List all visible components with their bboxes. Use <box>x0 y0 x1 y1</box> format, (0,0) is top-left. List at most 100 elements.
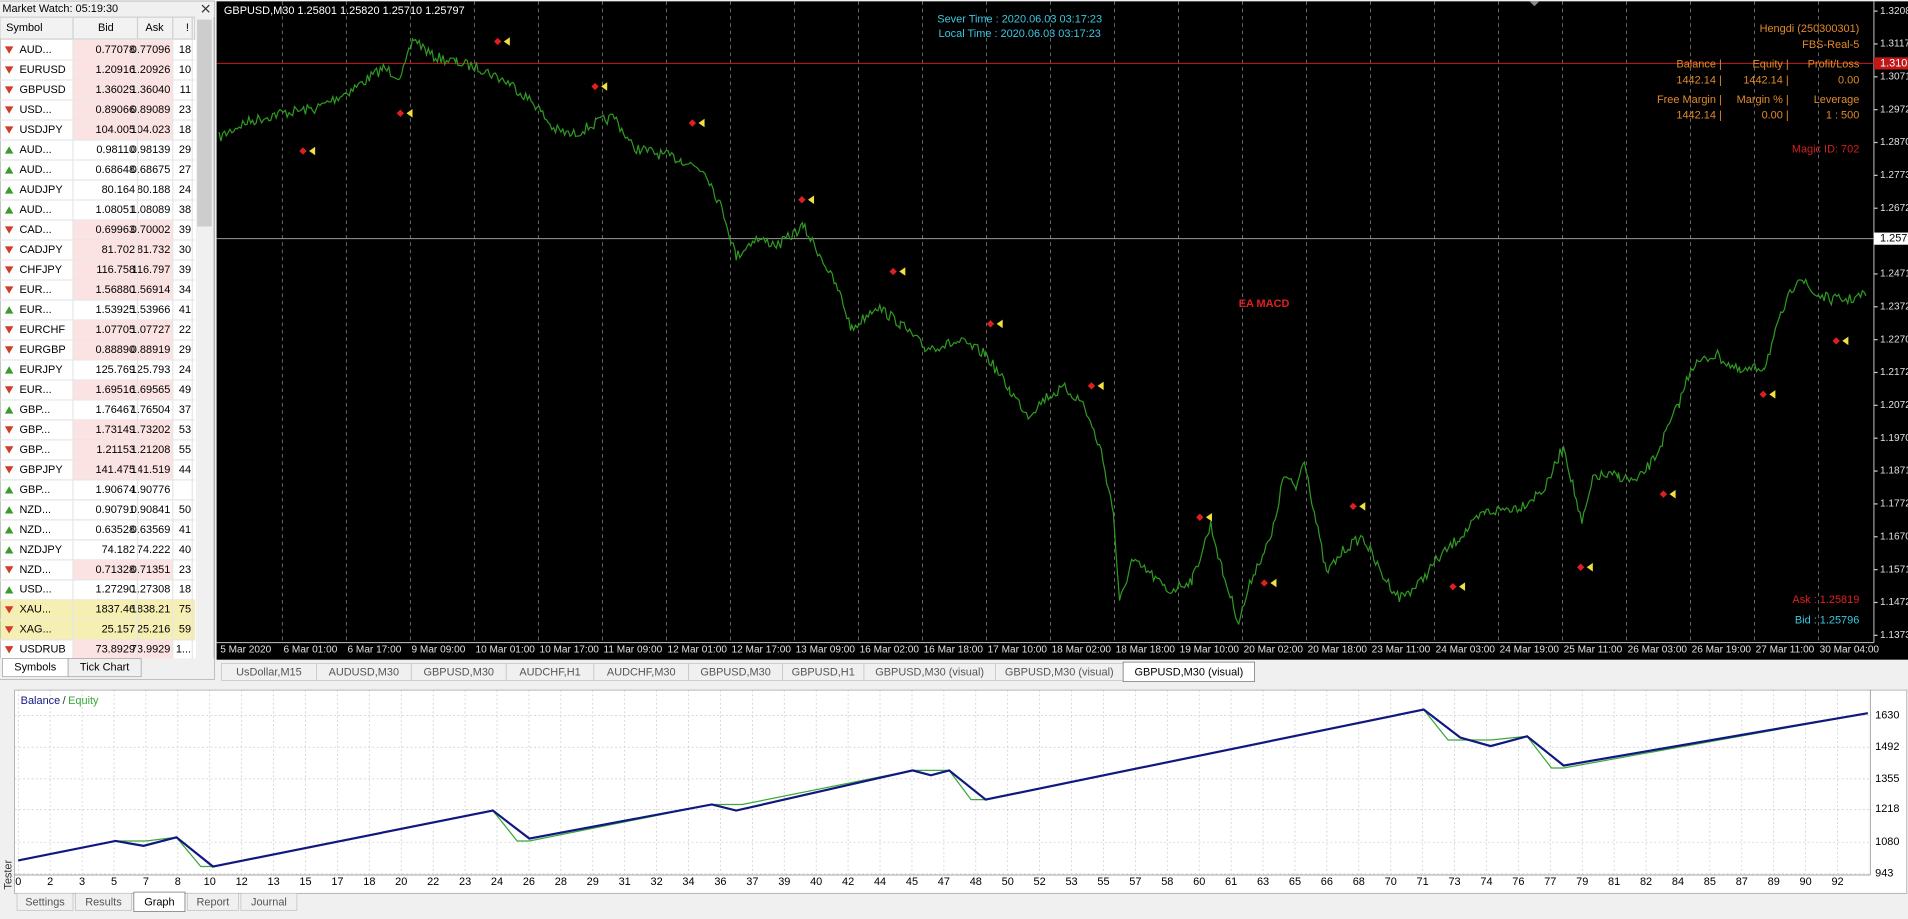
symbol[interactable]: EURCHF <box>19 324 65 336</box>
close-button[interactable] <box>201 4 210 13</box>
time-label: 24 Mar 19:00 <box>1500 645 1560 656</box>
spread: 18 <box>179 44 191 56</box>
symbol[interactable]: CADJPY <box>19 244 63 256</box>
symbol[interactable]: XAU... <box>19 604 51 616</box>
ask: 1.90776 <box>131 484 171 496</box>
symbol[interactable]: GBPJPY <box>19 464 63 476</box>
tab[interactable] <box>67 658 142 678</box>
trade-marker <box>494 37 502 46</box>
symbol[interactable]: AUDJPY <box>19 184 63 196</box>
cell-highlight <box>73 80 173 101</box>
chart-tab-label[interactable]: GBPUSD,M30 (visual) <box>1005 666 1114 678</box>
chart-tab[interactable] <box>1122 661 1255 682</box>
symbol[interactable]: EUR... <box>19 384 51 396</box>
tester-tab[interactable] <box>240 892 298 911</box>
time-label: 26 Mar 19:00 <box>1692 645 1752 656</box>
symbol[interactable]: GBP... <box>19 444 50 456</box>
chart-tab-label[interactable]: GBPUSD,M30 <box>700 666 771 678</box>
time-label: 10 Mar 01:00 <box>476 645 536 656</box>
cell-highlight <box>73 120 173 141</box>
bid: 80.164 <box>102 184 135 196</box>
chart-tab-label[interactable]: GBPUSD,M30 <box>423 666 494 678</box>
chart-tab-label[interactable]: GBPUSD,M30 (visual) <box>875 666 984 678</box>
graph-x-label: 87 <box>1736 876 1748 888</box>
symbol[interactable]: USDJPY <box>19 124 63 136</box>
symbol[interactable]: EURJPY <box>19 364 63 376</box>
tester-tab[interactable] <box>16 892 74 911</box>
symbol[interactable]: AUD... <box>19 204 51 216</box>
cell-highlight <box>73 259 173 280</box>
graph-x-label: 52 <box>1034 876 1046 888</box>
account-values: 1442.14 | <box>1743 74 1788 86</box>
chart-tab-label[interactable]: AUDCHF,M30 <box>607 666 676 678</box>
ask: 1.21208 <box>131 444 171 456</box>
down-icon <box>4 86 14 94</box>
symbol[interactable]: NZD... <box>19 564 51 576</box>
symbol[interactable]: NZD... <box>19 504 51 516</box>
trade-arrow <box>1458 582 1466 591</box>
spread: 30 <box>179 244 191 256</box>
cell-highlight <box>73 439 173 460</box>
trade-marker <box>1449 583 1457 591</box>
spread: 39 <box>179 224 191 236</box>
graph-x-label: 68 <box>1353 876 1365 888</box>
symbol[interactable]: GBP... <box>19 404 50 416</box>
symbol[interactable]: EURGBP <box>19 344 65 356</box>
tester-tab[interactable] <box>133 891 186 912</box>
symbol[interactable]: GBPUSD <box>19 84 65 96</box>
trade-arrow <box>807 195 815 204</box>
graph-y-label: 1630 <box>1875 710 1899 722</box>
symbol[interactable]: CHFJPY <box>19 264 62 276</box>
chart-tab-label[interactable]: UsDollar,M15 <box>236 666 302 678</box>
scrollbar-thumb[interactable] <box>197 19 212 227</box>
symbol[interactable]: AUD... <box>19 164 51 176</box>
graph-x-label: 31 <box>619 876 631 888</box>
time-label: 10 Mar 17:00 <box>540 645 600 656</box>
down-icon <box>4 246 14 254</box>
chart-tab-label[interactable]: GBPUSD,H1 <box>792 666 855 678</box>
symbol[interactable]: USD... <box>19 584 51 596</box>
symbol[interactable]: GBP... <box>19 484 50 496</box>
spread: 49 <box>179 384 191 396</box>
graph-x-label: 34 <box>682 876 694 888</box>
symbol[interactable]: EUR... <box>19 284 51 296</box>
tester-tab-label[interactable]: Results <box>85 896 122 908</box>
chart-tab-label[interactable]: AUDCHF,H1 <box>519 666 580 678</box>
tester-tab[interactable] <box>75 892 132 911</box>
symbol[interactable]: CAD... <box>19 224 51 236</box>
symbol[interactable]: XAG... <box>19 624 51 636</box>
down-icon <box>4 606 14 614</box>
symbol[interactable]: NZDJPY <box>19 544 62 556</box>
time-label: 30 Mar 04:00 <box>1820 645 1880 656</box>
graph-x-label: 22 <box>427 876 439 888</box>
symbol[interactable]: AUD... <box>19 144 51 156</box>
graph-x-label: 76 <box>1512 876 1524 888</box>
tester-tab-label[interactable]: Settings <box>25 896 65 908</box>
spread: 10 <box>179 64 191 76</box>
tester-tab[interactable] <box>187 892 239 911</box>
symbol[interactable]: USD... <box>19 104 51 116</box>
graph-x-label: 0 <box>15 876 21 888</box>
bid: 1.27290 <box>96 584 136 596</box>
price-curve <box>218 37 1867 626</box>
bid: 0.68648 <box>96 164 136 176</box>
tab-label[interactable]: Tick Chart <box>80 661 129 673</box>
tab-label[interactable]: Symbols <box>14 661 56 673</box>
symbol[interactable]: AUD... <box>19 44 51 56</box>
symbol[interactable]: USDRUB <box>19 644 65 656</box>
symbol[interactable]: EUR... <box>19 304 51 316</box>
symbol[interactable]: NZD... <box>19 524 51 536</box>
chart-tab-label[interactable]: GBPUSD,M30 (visual) <box>1134 666 1243 678</box>
time-label: 27 Mar 11:00 <box>1756 645 1815 656</box>
symbol[interactable]: GBP... <box>19 424 50 436</box>
chart-tab-label[interactable]: AUDUSD,M30 <box>329 666 400 678</box>
graph-x-label: 61 <box>1225 876 1237 888</box>
ask: 116.797 <box>132 264 171 276</box>
price-label: 1.29720 <box>1880 104 1908 115</box>
tester-tab-label[interactable]: Report <box>197 896 230 908</box>
tester-tab-label[interactable]: Graph <box>144 896 174 908</box>
symbol[interactable]: EURUSD <box>19 64 65 76</box>
ask: 1.53966 <box>131 304 171 316</box>
tester-tab-label[interactable]: Journal <box>251 896 287 908</box>
trade-marker <box>1659 490 1668 498</box>
